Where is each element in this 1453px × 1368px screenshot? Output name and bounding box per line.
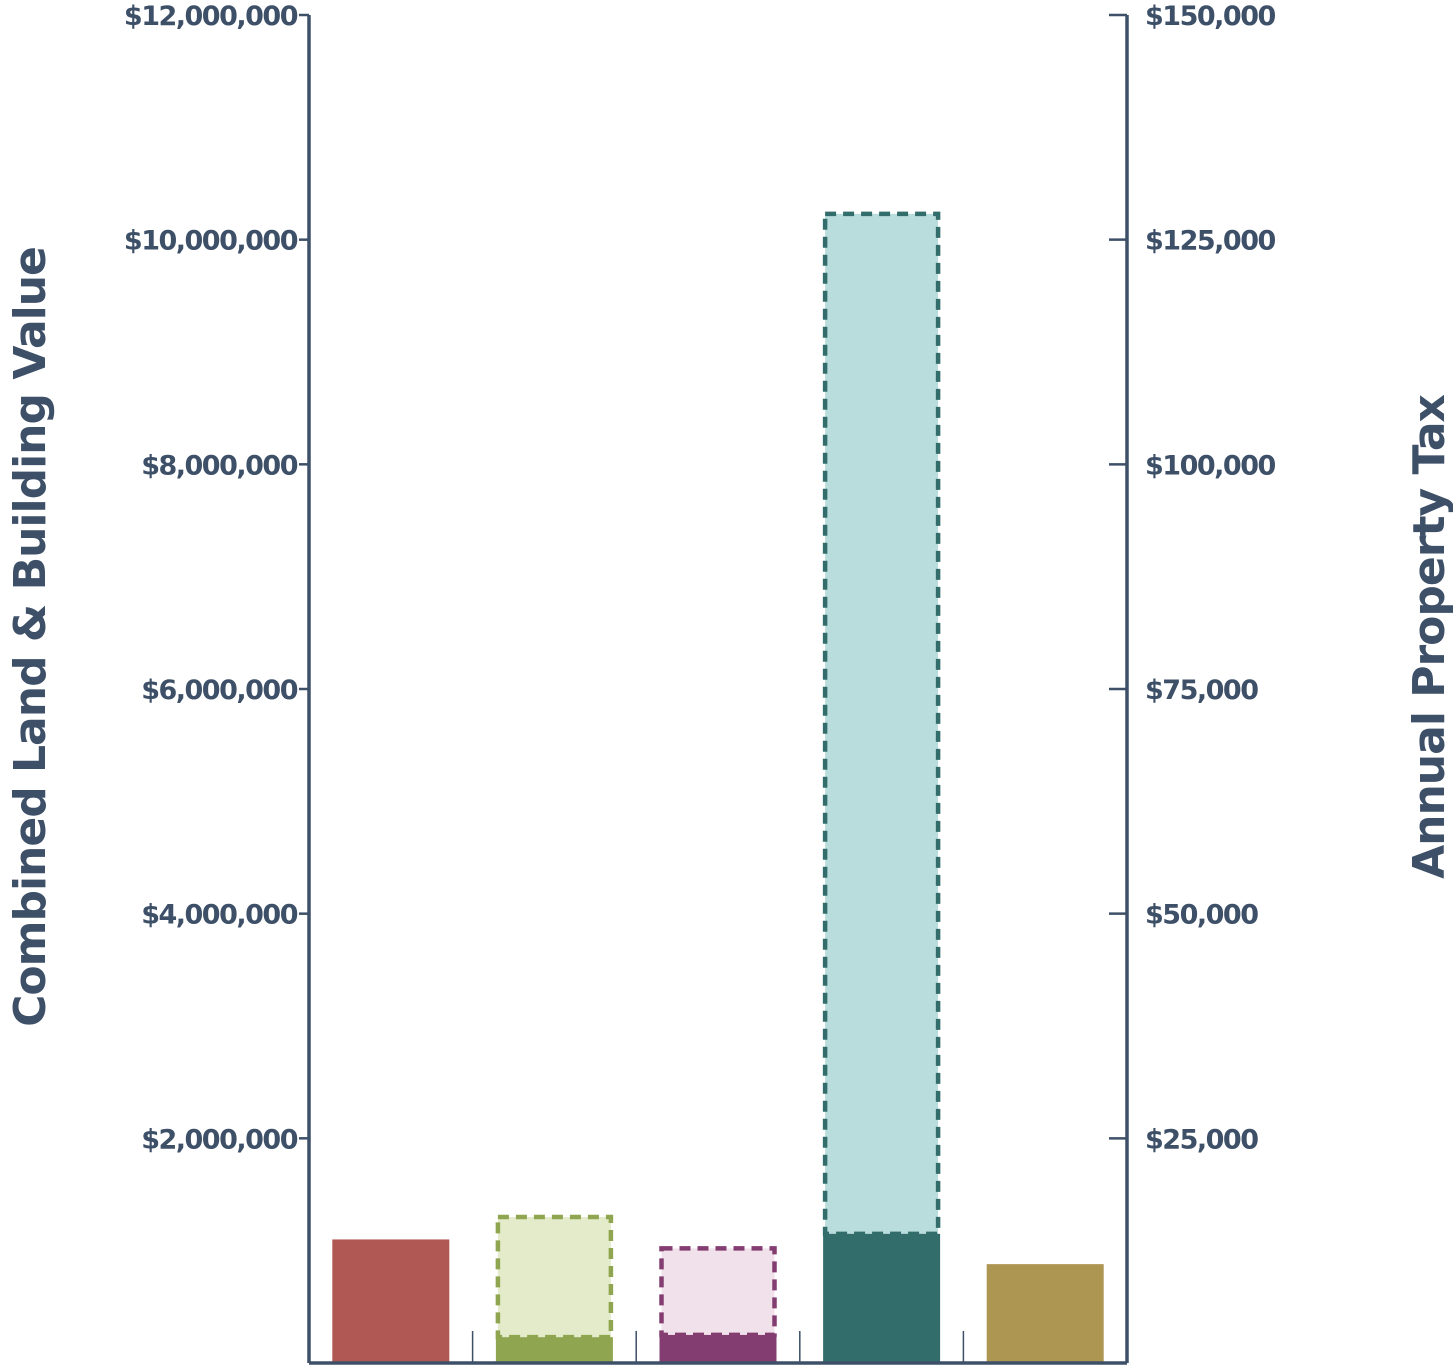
solid-bar-3	[659, 1334, 777, 1363]
solid-bar-5	[986, 1264, 1104, 1363]
right-tick-label: $50,000	[1145, 900, 1258, 931]
y-axis-title-right: Annual Property Tax	[1404, 394, 1453, 878]
right-tick-label: $125,000	[1145, 226, 1275, 257]
left-tick-label: $4,000,000	[141, 900, 298, 931]
right-tick-label: $25,000	[1145, 1124, 1258, 1155]
left-tick-label: $8,000,000	[141, 450, 298, 481]
dashed-bar-3	[659, 1246, 777, 1338]
ticks-layer: $2,000,000 $4,000,000 $6,000,000 $8,000,000…	[124, 1, 1277, 1363]
y-axis-title-left: Combined Land & Building Value	[5, 247, 56, 1027]
right-tick-label: $100,000	[1145, 450, 1275, 481]
bars-layer	[332, 211, 1104, 1363]
dashed-bar-4	[822, 211, 941, 1237]
right-tick-label: $75,000	[1145, 675, 1258, 706]
solid-bar-2	[495, 1337, 613, 1363]
solid-bar-1	[332, 1239, 450, 1363]
left-tick-label: $2,000,000	[141, 1124, 298, 1155]
axes-layer	[307, 15, 1129, 1365]
left-tick-label: $12,000,000	[124, 1, 298, 32]
left-tick-label: $10,000,000	[124, 226, 298, 257]
dashed-bar-2	[495, 1214, 614, 1340]
solid-bar-4	[823, 1233, 941, 1363]
left-tick-label: $6,000,000	[141, 675, 298, 706]
right-tick-label: $150,000	[1145, 1, 1275, 32]
